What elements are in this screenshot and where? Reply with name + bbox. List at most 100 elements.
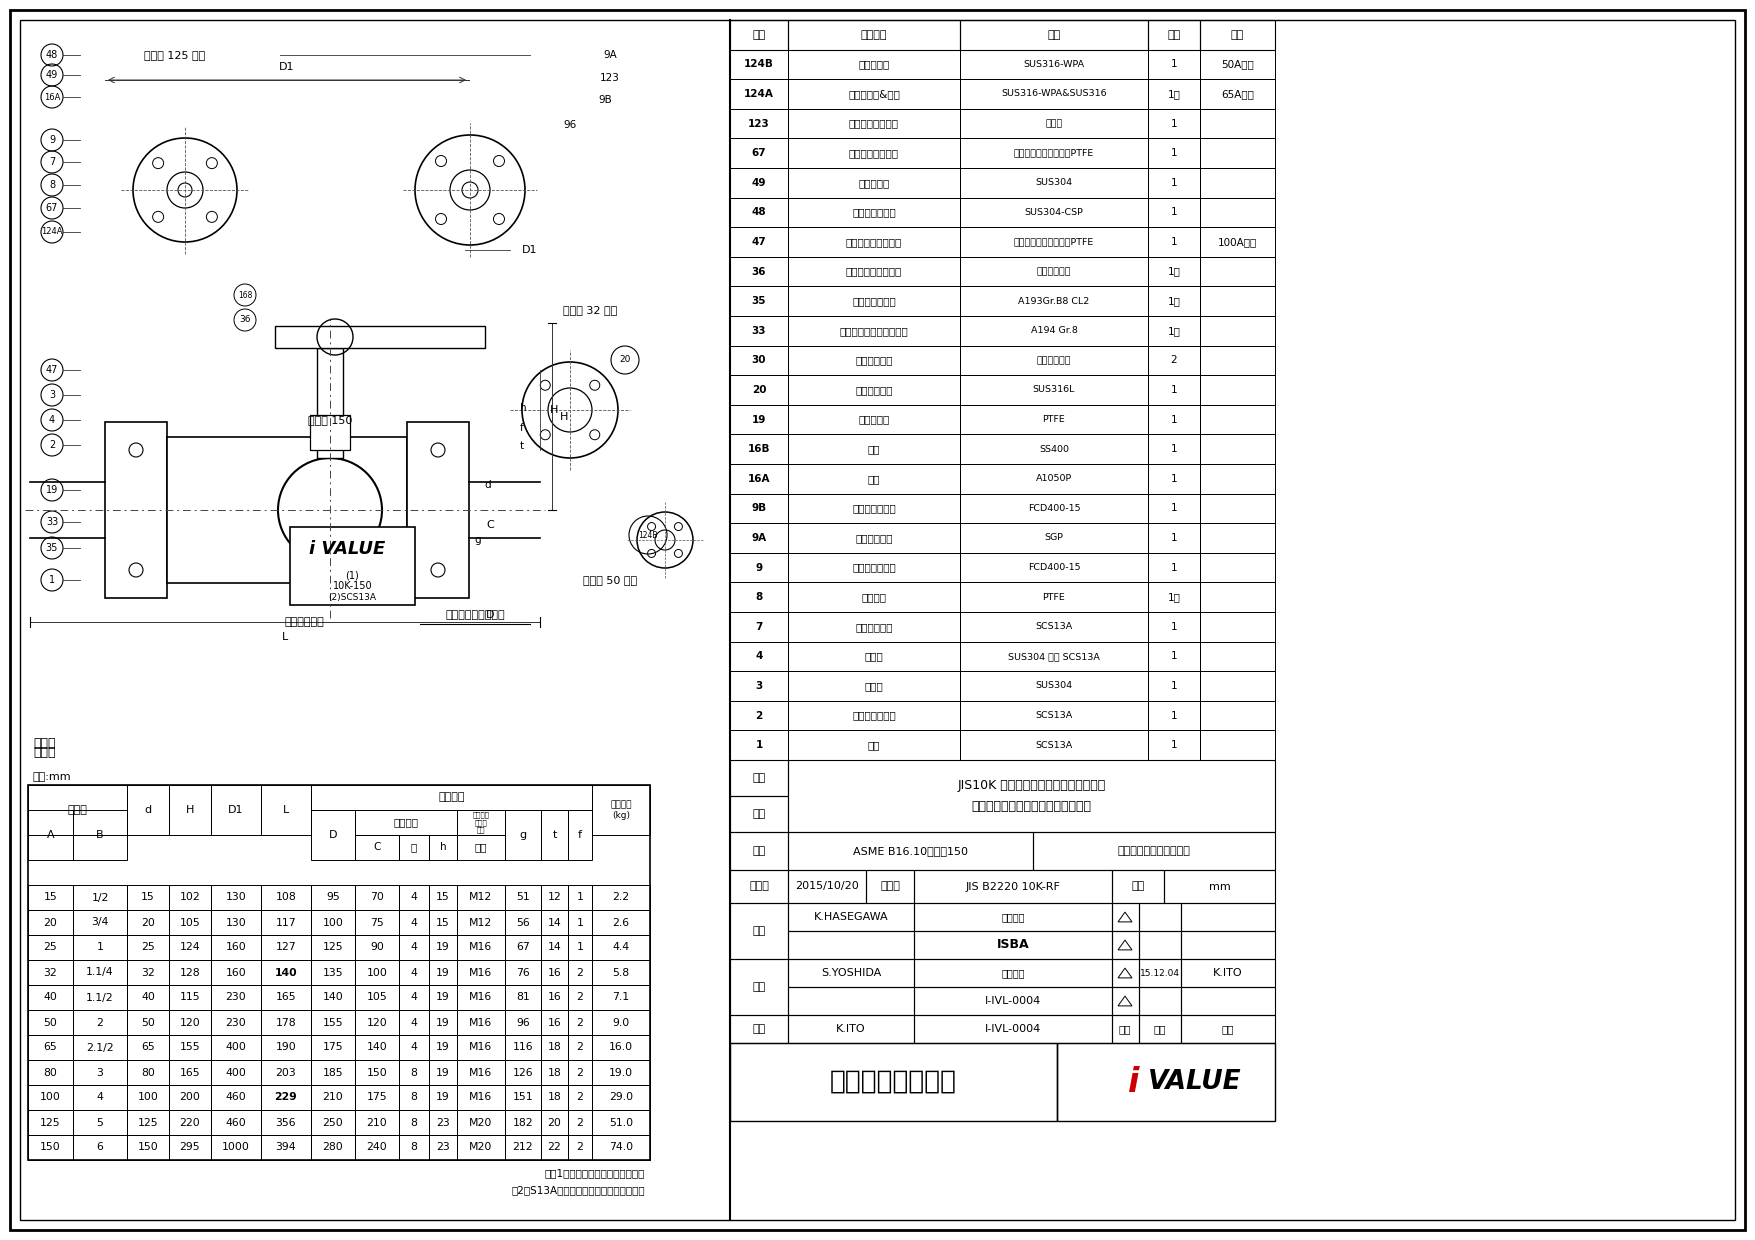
Text: 100: 100 xyxy=(40,1092,61,1102)
Text: 呼び径 150: 呼び径 150 xyxy=(307,415,353,425)
Bar xyxy=(591,960,649,985)
Text: フランジ: フランジ xyxy=(439,792,465,802)
Bar xyxy=(428,935,456,960)
Bar xyxy=(261,1035,311,1060)
Bar xyxy=(569,935,591,960)
Bar xyxy=(730,50,788,79)
Text: 128: 128 xyxy=(179,967,200,977)
Text: I-IVL-0004: I-IVL-0004 xyxy=(985,996,1041,1006)
Bar xyxy=(730,494,788,523)
Text: 品番: 品番 xyxy=(753,30,765,40)
Text: 1: 1 xyxy=(577,893,583,903)
Text: 8: 8 xyxy=(411,1092,418,1102)
Bar xyxy=(126,1011,168,1035)
Bar xyxy=(960,197,1148,227)
Bar xyxy=(1148,553,1200,583)
Text: 1: 1 xyxy=(1171,237,1178,247)
Bar xyxy=(211,985,261,1011)
Text: 23: 23 xyxy=(437,1117,449,1127)
Bar xyxy=(1148,286,1200,316)
Bar xyxy=(1181,987,1274,1016)
Bar xyxy=(1113,987,1139,1016)
Text: 125: 125 xyxy=(40,1117,61,1127)
Text: FCD400-15: FCD400-15 xyxy=(1028,503,1081,513)
Text: 1: 1 xyxy=(1171,119,1178,129)
Text: 承認: 承認 xyxy=(753,926,765,936)
Text: 2: 2 xyxy=(577,992,583,1002)
Text: D1: D1 xyxy=(523,246,537,255)
Text: M16: M16 xyxy=(469,992,493,1002)
Text: 呼び径 32 以下: 呼び径 32 以下 xyxy=(563,305,618,315)
Bar xyxy=(168,1135,211,1159)
Bar xyxy=(1181,931,1274,959)
Bar xyxy=(788,139,960,167)
Text: 2015/10/20: 2015/10/20 xyxy=(795,882,858,892)
Bar xyxy=(569,1035,591,1060)
Bar xyxy=(788,167,960,197)
Text: 23: 23 xyxy=(437,1142,449,1152)
Bar xyxy=(1200,730,1274,760)
Text: 1組: 1組 xyxy=(1167,267,1181,277)
Bar xyxy=(126,960,168,985)
Bar xyxy=(730,701,788,730)
Bar xyxy=(311,810,355,861)
Text: 150: 150 xyxy=(40,1142,61,1152)
Bar xyxy=(1113,959,1139,987)
Bar xyxy=(355,885,398,910)
Text: 1: 1 xyxy=(1171,711,1178,720)
Bar xyxy=(456,1011,505,1035)
Text: 呼び径: 呼び径 xyxy=(67,805,88,815)
Bar xyxy=(788,316,960,346)
Bar xyxy=(1200,197,1274,227)
Text: 75: 75 xyxy=(370,918,384,928)
Bar xyxy=(960,109,1148,139)
Text: 50: 50 xyxy=(44,1018,58,1028)
Text: ボール: ボール xyxy=(865,651,883,661)
Text: h: h xyxy=(519,403,526,413)
Text: 8: 8 xyxy=(755,593,763,603)
Text: パッキン押えボルト: パッキン押えボルト xyxy=(846,267,902,277)
Text: 5: 5 xyxy=(97,1117,104,1127)
Text: SCS13A: SCS13A xyxy=(1035,622,1072,631)
Bar xyxy=(788,870,865,903)
Bar xyxy=(1200,109,1274,139)
Bar xyxy=(28,1035,74,1060)
Text: 100A以上: 100A以上 xyxy=(1218,237,1257,247)
Text: SUS316-WPA&SUS316: SUS316-WPA&SUS316 xyxy=(1000,89,1107,98)
Bar xyxy=(730,671,788,701)
Text: ステムベアリング: ステムベアリング xyxy=(849,149,899,159)
Text: 40: 40 xyxy=(140,992,154,1002)
Bar xyxy=(730,434,788,464)
Text: (2)SCS13A: (2)SCS13A xyxy=(328,593,377,601)
Bar xyxy=(126,910,168,935)
Bar xyxy=(456,1060,505,1085)
Bar xyxy=(960,227,1148,257)
Bar xyxy=(311,885,355,910)
Text: 210: 210 xyxy=(367,1117,388,1127)
Bar xyxy=(569,1060,591,1085)
Bar xyxy=(74,1035,126,1060)
Text: 56: 56 xyxy=(516,918,530,928)
Text: 127: 127 xyxy=(276,942,297,952)
Text: 9: 9 xyxy=(755,563,763,573)
Text: 74.0: 74.0 xyxy=(609,1142,634,1152)
Text: 16: 16 xyxy=(548,1018,562,1028)
Text: f: f xyxy=(519,423,523,433)
Bar xyxy=(1200,641,1274,671)
Bar xyxy=(1148,376,1200,404)
Text: 品名: 品名 xyxy=(753,808,765,818)
Text: 作成日: 作成日 xyxy=(749,882,769,892)
Text: 280: 280 xyxy=(323,1142,344,1152)
Bar xyxy=(1200,613,1274,641)
Bar xyxy=(211,1060,261,1085)
Text: 記号: 記号 xyxy=(1118,1024,1132,1034)
Bar xyxy=(505,910,541,935)
Bar xyxy=(74,1085,126,1110)
Text: SCS13A: SCS13A xyxy=(1035,711,1072,720)
Bar xyxy=(398,960,428,985)
Bar xyxy=(311,1011,355,1035)
Text: 15: 15 xyxy=(437,893,449,903)
Bar xyxy=(311,935,355,960)
Bar xyxy=(788,227,960,257)
Bar xyxy=(505,1135,541,1159)
